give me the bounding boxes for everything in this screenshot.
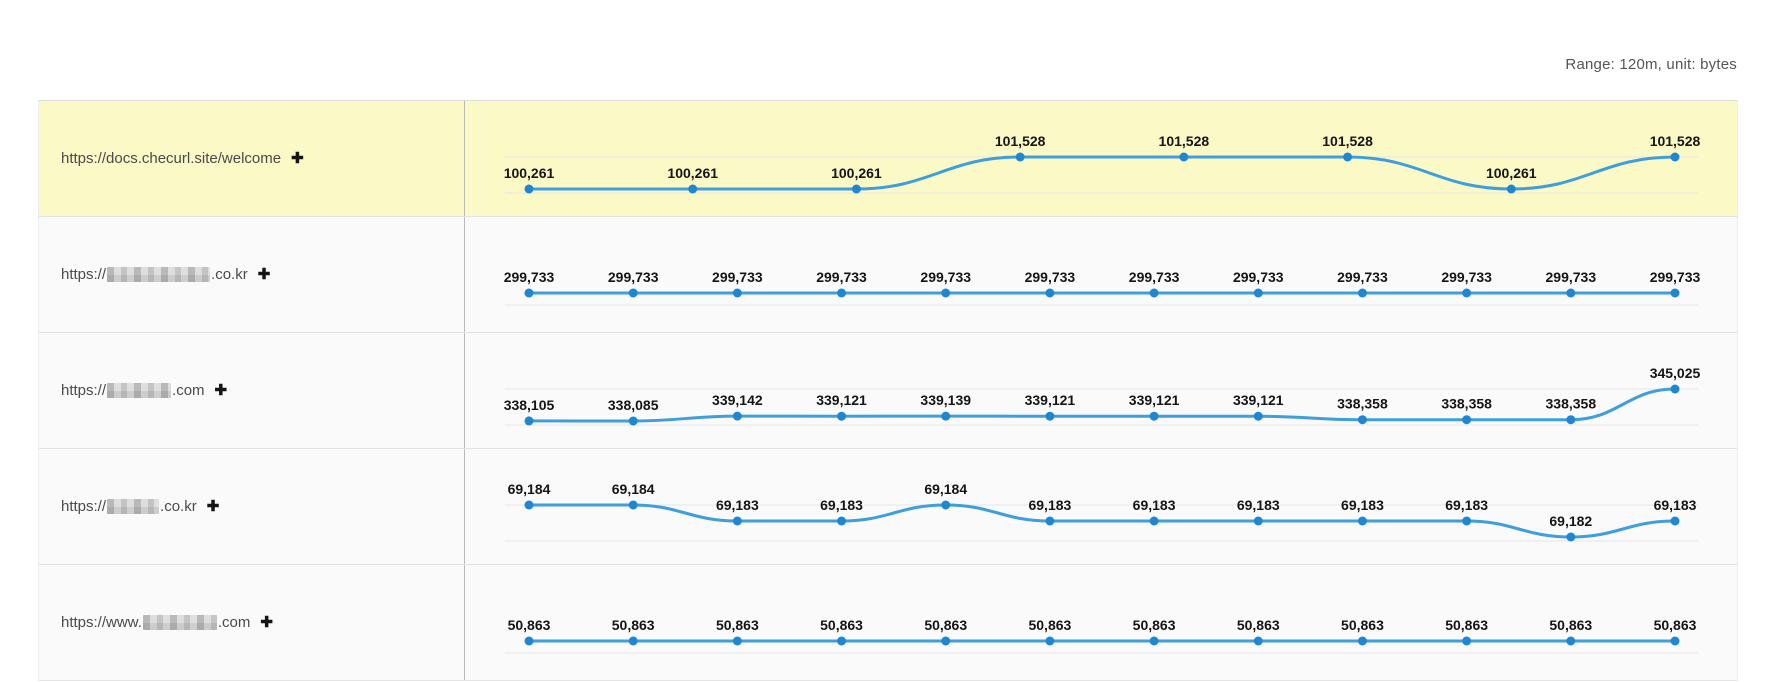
data-point-label: 345,025 — [1650, 365, 1701, 381]
sparkline-chart[interactable]: 299,733 299,733 299,733 299,733 299,733 299,7… — [464, 217, 1738, 332]
data-point-label: 338,105 — [504, 397, 555, 413]
data-point-label: 339,121 — [1233, 392, 1284, 408]
data-point-label: 299,733 — [1025, 269, 1076, 285]
data-point-label: 299,733 — [1441, 269, 1492, 285]
add-plus-icon[interactable]: ✚ — [257, 266, 271, 283]
url-label[interactable]: https:// — [61, 266, 107, 283]
data-point-label: 299,733 — [1650, 269, 1701, 285]
data-point-label: 339,121 — [816, 392, 867, 408]
url-cell: https:// .co.kr ✚ — [39, 217, 464, 332]
url-suffix-label[interactable]: .com — [217, 614, 251, 631]
data-point-label: 101,528 — [1159, 133, 1210, 149]
url-cell: https:// .com ✚ — [39, 333, 464, 448]
data-point-label: 100,261 — [667, 165, 718, 181]
data-point-label: 50,863 — [1133, 617, 1176, 633]
data-point-label: 69,184 — [612, 481, 655, 497]
data-point-label: 50,863 — [1445, 617, 1488, 633]
url-suffix-label[interactable]: .co.kr — [160, 498, 197, 515]
url-suffix-label[interactable]: .com — [172, 382, 205, 399]
table-row[interactable]: https://www. .com ✚ 50,863 50,863 50,863 50,… — [39, 565, 1737, 681]
data-point-label: 338,358 — [1546, 396, 1597, 412]
data-point-label: 101,528 — [995, 133, 1046, 149]
data-point-label: 69,183 — [1341, 497, 1384, 513]
data-point-label: 69,184 — [508, 481, 551, 497]
masked-domain-block — [142, 615, 217, 630]
data-point-label: 50,863 — [1237, 617, 1280, 633]
sparkline-chart[interactable]: 100,261 100,261 100,261 101,528 101,528 101,5… — [464, 101, 1738, 216]
data-point-label: 299,733 — [1129, 269, 1180, 285]
url-label[interactable]: https://www. — [61, 614, 142, 631]
url-monitor-table: https://docs.checurl.site/welcome ✚ 100,… — [38, 100, 1738, 681]
data-point-label: 69,183 — [1237, 497, 1280, 513]
data-point-label: 299,733 — [816, 269, 867, 285]
data-point-label: 50,863 — [820, 617, 863, 633]
data-point-label: 69,183 — [1445, 497, 1488, 513]
data-point-label: 100,261 — [1486, 165, 1537, 181]
data-point-label: 101,528 — [1322, 133, 1373, 149]
table-row[interactable]: https://.co.kr ✚ 69,184 69,184 69,183 69,18… — [39, 449, 1737, 565]
data-point-label: 100,261 — [831, 165, 882, 181]
data-point-label: 299,733 — [1546, 269, 1597, 285]
data-point-label: 50,863 — [508, 617, 551, 633]
table-row[interactable]: https://docs.checurl.site/welcome ✚ 100,… — [39, 101, 1737, 217]
url-label[interactable]: https:// — [61, 382, 107, 399]
data-point-label: 299,733 — [504, 269, 555, 285]
data-point-label: 50,863 — [1341, 617, 1384, 633]
data-point-label: 299,733 — [712, 269, 763, 285]
data-point-label: 69,183 — [716, 497, 759, 513]
data-point-label: 50,863 — [1549, 617, 1592, 633]
url-label[interactable]: https://docs.checurl.site/welcome — [61, 150, 282, 167]
masked-domain-block — [107, 267, 211, 282]
add-plus-icon[interactable]: ✚ — [260, 614, 273, 631]
data-point-label: 299,733 — [608, 269, 659, 285]
data-point-label: 338,358 — [1337, 396, 1388, 412]
data-point-label: 50,863 — [1028, 617, 1071, 633]
data-point-label: 69,183 — [1654, 497, 1697, 513]
sparkline-chart[interactable]: 69,184 69,184 69,183 69,183 69,184 69,183 69,1… — [464, 449, 1738, 564]
add-plus-icon[interactable]: ✚ — [291, 150, 304, 167]
url-cell: https:// .co.kr ✚ — [39, 449, 464, 564]
masked-domain-block — [107, 499, 160, 514]
table-row[interactable]: https:// .com ✚ 338,105 338,085 339,142 339,… — [39, 333, 1737, 449]
data-point-label: 339,139 — [920, 392, 971, 408]
url-suffix-label[interactable]: .co.kr — [211, 266, 248, 283]
data-point-label: 69,183 — [1028, 497, 1071, 513]
data-point-label: 50,863 — [612, 617, 655, 633]
sparkline-chart[interactable]: 50,863 50,863 50,863 50,863 50,863 50,863 50,8… — [464, 565, 1738, 680]
data-point-label: 50,863 — [716, 617, 759, 633]
data-point-label: 69,183 — [1133, 497, 1176, 513]
data-point-label: 299,733 — [1337, 269, 1388, 285]
data-point-label: 339,142 — [712, 392, 763, 408]
data-point-label: 69,183 — [820, 497, 863, 513]
range-unit-label: Range: 120m, unit: bytes — [1565, 56, 1737, 73]
url-label[interactable]: https:// — [61, 498, 107, 515]
data-point-label: 100,261 — [504, 165, 555, 181]
data-point-label: 50,863 — [924, 617, 967, 633]
table-row[interactable]: https://.co.kr ✚ 299,733 299,733 299,733 29… — [39, 217, 1737, 333]
data-point-label: 69,182 — [1549, 513, 1592, 529]
data-point-label: 50,863 — [1654, 617, 1697, 633]
data-point-label: 338,358 — [1441, 396, 1492, 412]
url-cell: https://www. .com ✚ — [39, 565, 464, 680]
data-point-label: 299,733 — [920, 269, 971, 285]
data-point-label: 339,121 — [1129, 392, 1180, 408]
add-plus-icon[interactable]: ✚ — [214, 382, 228, 399]
data-point-label: 339,121 — [1025, 392, 1076, 408]
data-point-label: 299,733 — [1233, 269, 1284, 285]
masked-domain-block — [107, 383, 172, 398]
sparkline-chart[interactable]: 338,105 338,085 339,142 339,121 339,139 339,1… — [464, 333, 1738, 448]
data-point-label: 69,184 — [924, 481, 967, 497]
data-point-label: 338,085 — [608, 397, 659, 413]
url-cell: https://docs.checurl.site/welcome ✚ — [39, 101, 464, 216]
add-plus-icon[interactable]: ✚ — [206, 498, 220, 515]
data-point-label: 101,528 — [1650, 133, 1701, 149]
